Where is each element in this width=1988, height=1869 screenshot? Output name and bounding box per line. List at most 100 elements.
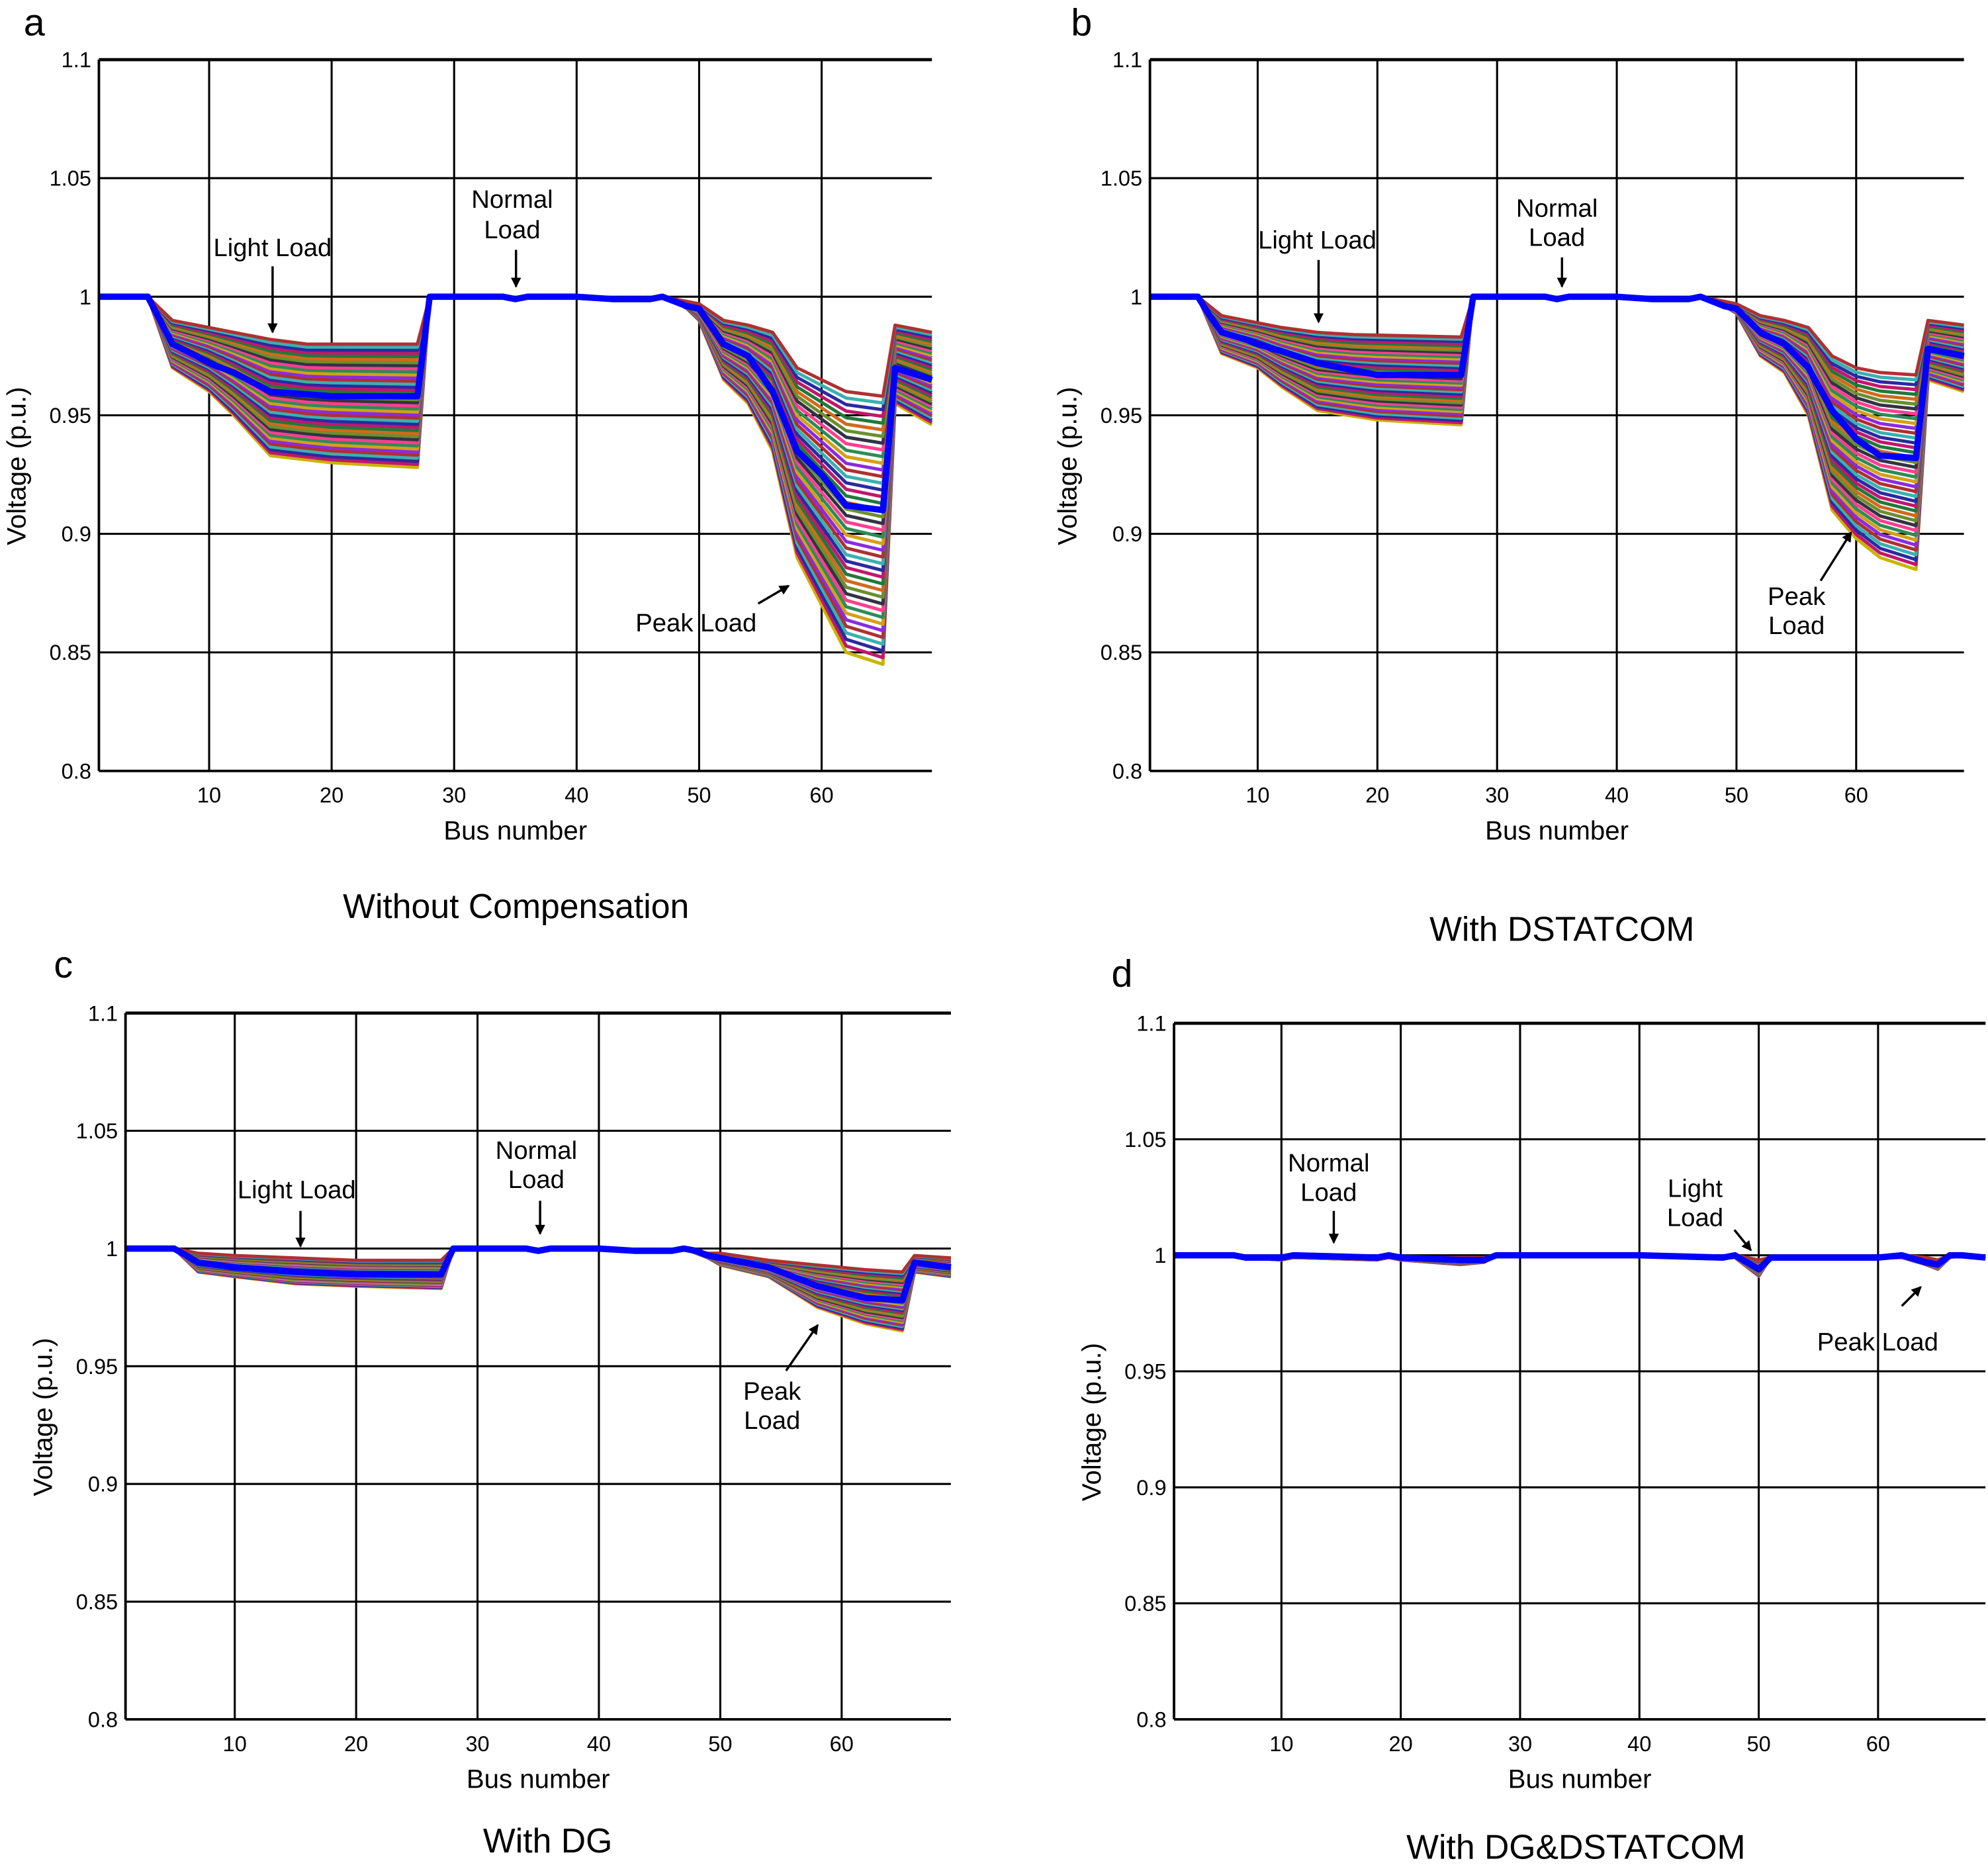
y-axis-label: Voltage (p.u.): [1053, 387, 1083, 545]
y-tick-label: 0.8: [1136, 1708, 1166, 1731]
x-tick-label: 30: [442, 784, 466, 807]
x-axis-label: Bus number: [443, 815, 587, 845]
normal-load-annotation: Normal: [471, 185, 553, 214]
y-tick-label: 0.9: [62, 522, 91, 546]
peak-load-arrow: [757, 584, 790, 605]
peak-load-annotation: Load: [1768, 612, 1825, 640]
panel-d: 10 20 30 40 50 60 0.8 0.85 0.9 0.95 1 1.05 1.1 Bus nu…: [1077, 953, 1986, 1866]
y-axis-label: Voltage (p.u.): [28, 1338, 58, 1496]
x-tick-label: 10: [223, 1732, 247, 1756]
normal-load-annotation: Normal: [496, 1136, 577, 1165]
light-load-annotation: Light Load: [1258, 226, 1377, 255]
x-tick-label: 40: [1605, 784, 1629, 807]
x-tick-label: 30: [1508, 1732, 1532, 1756]
light-load-arrow: [1733, 1229, 1752, 1252]
y-tick-label: 1.05: [1101, 167, 1142, 191]
y-tick-label: 1.05: [1124, 1128, 1166, 1152]
x-tick-label: 10: [197, 784, 221, 807]
light-load-annotation: Light: [1668, 1175, 1723, 1203]
x-tick-label: 50: [687, 784, 711, 807]
normal-load-annotation: Load: [1300, 1178, 1357, 1207]
x-tick-label: 40: [1627, 1732, 1651, 1756]
y-tick-label: 1: [1130, 285, 1142, 309]
x-tick-label: 10: [1269, 1732, 1293, 1756]
panel-label: d: [1112, 953, 1133, 995]
y-tick-label: 1.1: [62, 48, 91, 72]
panel-caption: With DG&DSTATCOM: [1406, 1828, 1745, 1866]
panel-b: 10 20 30 40 50 60 0.8 0.85 0.9 0.95 1 1.05 1.1 Bus nu…: [1053, 2, 1965, 948]
y-tick-label: 1.05: [50, 167, 91, 191]
normal-load-annotation: Load: [484, 216, 540, 244]
y-tick-label: 0.8: [62, 759, 91, 783]
x-tick-label: 20: [1365, 784, 1389, 807]
panel-label: c: [54, 944, 73, 986]
x-tick-label: 60: [809, 784, 833, 807]
x-tick-label: 50: [708, 1732, 732, 1756]
panel-caption: With DG: [483, 1821, 612, 1860]
panel-label: b: [1071, 2, 1092, 44]
panel-caption: With DSTATCOM: [1429, 910, 1694, 948]
highlighted-voltage-line: [99, 293, 933, 514]
y-tick-label: 0.95: [1124, 1359, 1166, 1383]
highlighted-voltage-line: [125, 1245, 952, 1304]
x-tick-label: 30: [1485, 784, 1509, 807]
normal-load-annotation: Load: [1529, 224, 1585, 252]
panel-a: 10 20 30 40 50 60 0.8 0.85 0.9 0.95 1 1.05 1.1 Bus nu…: [1, 2, 933, 925]
x-tick-label: 40: [565, 784, 588, 807]
panel-label: a: [24, 2, 45, 44]
x-tick-label: 10: [1245, 784, 1269, 807]
peak-load-annotation: Load: [744, 1406, 800, 1435]
y-tick-label: 1.1: [1112, 48, 1142, 72]
y-tick-label: 0.8: [1112, 759, 1142, 783]
peak-load-annotation: Peak Load: [635, 609, 756, 637]
normal-load-annotation: Normal: [1288, 1149, 1369, 1177]
y-tick-label: 0.95: [1101, 404, 1142, 428]
highlighted-voltage-line: [1174, 1252, 1986, 1273]
peak-load-arrow: [785, 1324, 819, 1372]
x-tick-label: 50: [1746, 1732, 1770, 1756]
y-tick-label: 0.9: [88, 1473, 118, 1496]
y-tick-label: 0.8: [88, 1708, 118, 1731]
y-tick-label: 1.05: [76, 1119, 118, 1143]
y-tick-label: 0.85: [1124, 1592, 1166, 1616]
peak-load-annotation: Peak: [743, 1377, 801, 1406]
highlighted-voltage-line: [1150, 293, 1965, 461]
y-tick-label: 1: [106, 1237, 118, 1261]
x-tick-label: 30: [465, 1732, 489, 1756]
light-load-annotation: Load: [1667, 1204, 1723, 1232]
y-tick-label: 1: [79, 285, 91, 309]
peak-load-annotation: Peak Load: [1817, 1328, 1938, 1356]
x-tick-label: 60: [830, 1732, 854, 1756]
peak-load-arrow: [1901, 1286, 1922, 1307]
y-tick-label: 0.9: [1112, 522, 1142, 546]
x-tick-label: 40: [587, 1732, 611, 1756]
normal-load-annotation: Load: [508, 1165, 565, 1194]
light-load-annotation: Light Load: [213, 234, 332, 262]
x-tick-label: 50: [1725, 784, 1748, 807]
x-tick-label: 60: [1844, 784, 1868, 807]
x-axis-label: Bus number: [1485, 815, 1629, 845]
panel-caption: Without Compensation: [343, 887, 689, 925]
y-tick-label: 0.95: [76, 1355, 118, 1379]
y-tick-label: 0.85: [1101, 641, 1142, 664]
y-axis-label: Voltage (p.u.): [1, 387, 31, 545]
y-tick-label: 0.9: [1136, 1476, 1166, 1500]
y-tick-label: 0.85: [76, 1590, 118, 1614]
y-tick-label: 1: [1154, 1244, 1166, 1267]
panel-c: 10 20 30 40 50 60 0.8 0.85 0.9 0.95 1 1.05 1.1 Bus nu…: [28, 944, 952, 1860]
x-tick-label: 20: [320, 784, 343, 807]
y-tick-label: 0.95: [50, 404, 91, 428]
x-tick-label: 20: [1389, 1732, 1413, 1756]
y-tick-label: 1.1: [88, 1001, 118, 1025]
x-axis-label: Bus number: [1508, 1764, 1652, 1794]
x-axis-label: Bus number: [467, 1764, 610, 1794]
peak-load-annotation: Peak: [1768, 582, 1826, 611]
x-tick-label: 20: [344, 1732, 368, 1756]
y-tick-label: 0.85: [50, 641, 91, 664]
y-axis-label: Voltage (p.u.): [1077, 1343, 1107, 1501]
light-load-annotation: Light Load: [238, 1175, 356, 1204]
x-tick-label: 60: [1866, 1732, 1890, 1756]
normal-load-annotation: Normal: [1516, 195, 1598, 223]
y-tick-label: 1.1: [1136, 1012, 1166, 1036]
